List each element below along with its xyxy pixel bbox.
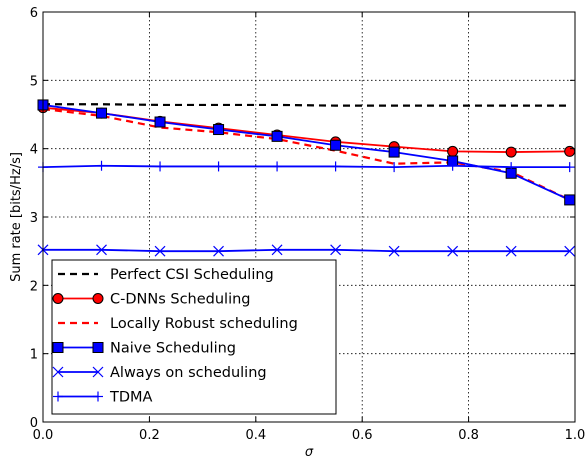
- x-tick-label: 0.2: [139, 428, 160, 443]
- series-layer: [37, 99, 576, 257]
- y-tick-label: 5: [30, 74, 38, 89]
- y-tick-label: 2: [30, 279, 38, 294]
- y-tick-label: 0: [30, 416, 38, 431]
- legend-label: Always on scheduling: [110, 365, 267, 381]
- data-point: [213, 124, 225, 136]
- legend-box: [51, 259, 337, 415]
- legend-item: Locally Robust scheduling: [58, 316, 298, 332]
- y-tick-label: 1: [30, 348, 38, 363]
- data-point: [330, 244, 342, 256]
- data-point: [330, 139, 342, 151]
- y-tick-label: 6: [30, 6, 38, 21]
- x-tick-label: 0.4: [245, 428, 266, 443]
- data-point: [96, 160, 107, 171]
- data-point: [506, 162, 517, 173]
- data-point: [447, 160, 458, 171]
- data-point: [389, 162, 400, 173]
- data-point: [564, 245, 576, 257]
- data-point: [213, 245, 224, 257]
- data-point: [505, 146, 517, 158]
- data-point: [564, 145, 576, 157]
- legend-marker: [52, 293, 64, 304]
- data-point: [271, 130, 283, 142]
- data-point: [96, 107, 108, 119]
- legend-item: Naive Scheduling: [52, 341, 236, 357]
- y-axis-label: Sum rate [bits/Hz/s]: [9, 152, 24, 282]
- x-tick-label: 0.8: [458, 428, 479, 443]
- series-c-dnns-scheduling: [37, 102, 576, 158]
- legend-item: C-DNNs Scheduling: [52, 292, 251, 308]
- x-tick-label: 0.0: [33, 428, 54, 443]
- data-point: [388, 245, 400, 257]
- series-tdma: [38, 160, 575, 173]
- series-perfect-csi-scheduling: [43, 103, 570, 107]
- legend-label: TDMA: [109, 390, 153, 406]
- legend: Perfect CSI Scheduling C-DNNs Scheduling L…: [51, 259, 337, 415]
- series-locally-robust-scheduling: [42, 107, 571, 201]
- legend-marker: [92, 342, 104, 353]
- x-tick-label: 1.0: [565, 428, 586, 443]
- x-tick-label: 0.6: [352, 428, 373, 443]
- series-line: [43, 248, 570, 253]
- legend-marker: [52, 366, 64, 378]
- data-point: [330, 161, 341, 172]
- y-tick-label: 4: [30, 143, 38, 158]
- series-always-on-scheduling: [37, 244, 576, 257]
- data-point: [447, 245, 459, 257]
- legend-marker: [52, 342, 64, 353]
- axis-ticks: 0.0 0.2 0.4 0.6 0.8 1.0 0 1 2 3 4 5 6: [30, 6, 586, 443]
- y-tick-label: 3: [30, 211, 38, 226]
- legend-item: TDMA: [53, 390, 153, 406]
- series-line: [43, 103, 570, 107]
- legend-item: Always on scheduling: [52, 365, 267, 381]
- data-point: [213, 161, 224, 172]
- data-point: [155, 161, 166, 172]
- data-point: [447, 145, 459, 157]
- legend-label: Locally Robust scheduling: [110, 316, 298, 332]
- data-point: [564, 162, 575, 173]
- legend-label: Perfect CSI Scheduling: [110, 267, 274, 283]
- x-axis-label: σ: [305, 445, 314, 460]
- legend-item: Perfect CSI Scheduling: [58, 267, 274, 283]
- data-point: [564, 194, 576, 206]
- legend-marker: [53, 391, 63, 402]
- data-point: [272, 161, 283, 172]
- data-point: [388, 146, 400, 158]
- legend-marker: [92, 293, 104, 304]
- data-point: [154, 116, 166, 128]
- legend-marker: [92, 366, 104, 378]
- legend-label: Naive Scheduling: [110, 341, 236, 357]
- data-point: [505, 245, 517, 257]
- series-line: [42, 107, 571, 201]
- data-point: [271, 244, 283, 256]
- data-point: [96, 244, 107, 256]
- series-line: [42, 164, 570, 169]
- legend-label: C-DNNs Scheduling: [110, 292, 251, 308]
- data-point: [154, 245, 166, 257]
- legend-marker: [93, 391, 103, 402]
